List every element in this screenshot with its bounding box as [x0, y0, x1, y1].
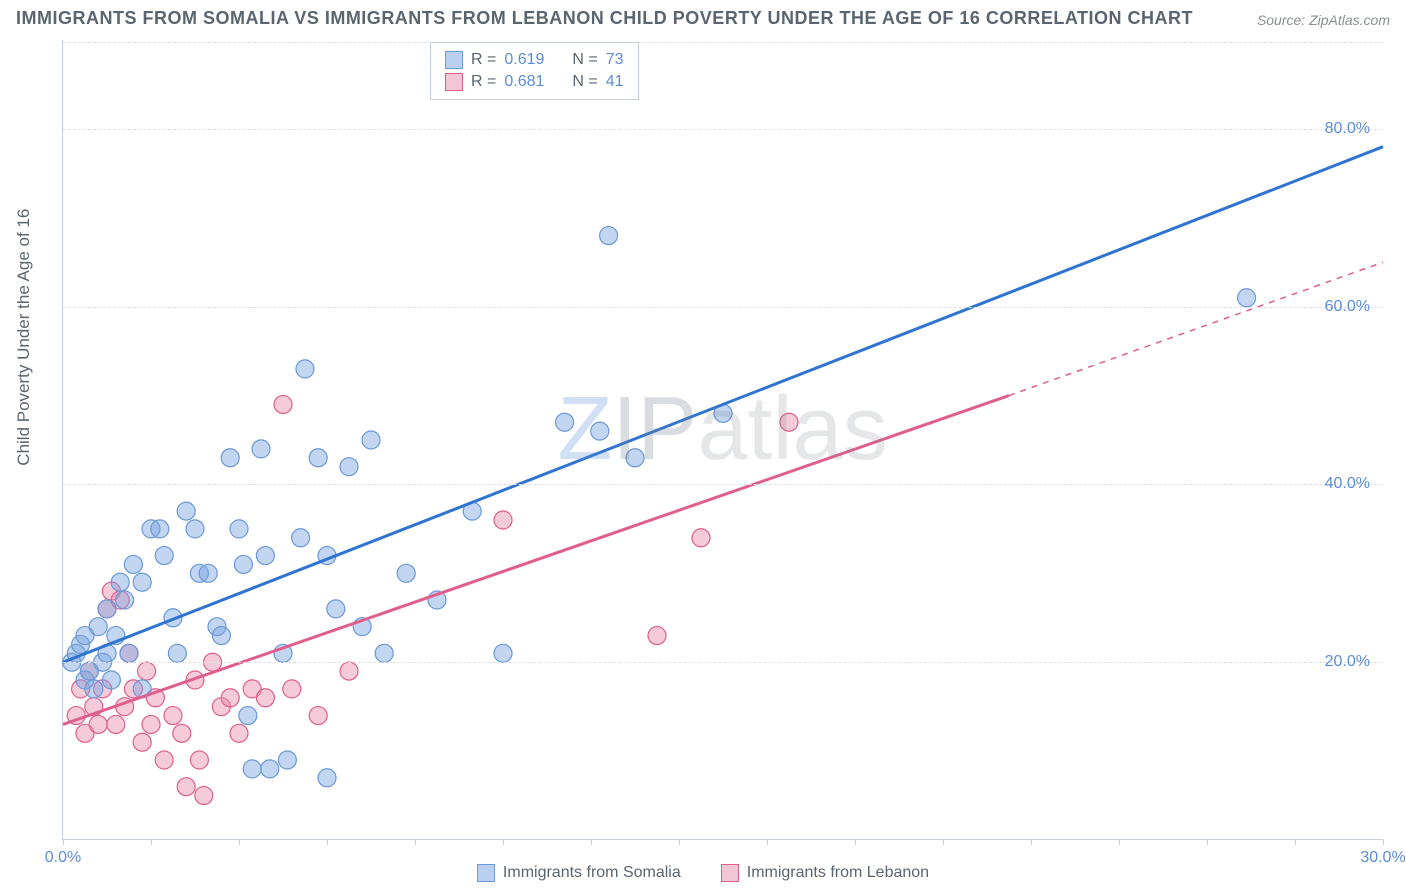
y-tick-label: 20.0%: [1325, 653, 1370, 671]
legend-series: Immigrants from Somalia Immigrants from …: [0, 864, 1406, 882]
correlation-chart: IMMIGRANTS FROM SOMALIA VS IMMIGRANTS FR…: [0, 0, 1406, 892]
y-tick-label: 60.0%: [1325, 298, 1370, 316]
source-attribution: Source: ZipAtlas.com: [1257, 12, 1390, 28]
y-axis-label: Child Poverty Under the Age of 16: [14, 209, 34, 466]
legend-stats-box: R = 0.619 N = 73 R = 0.681 N = 41: [430, 42, 639, 100]
y-tick-label: 80.0%: [1325, 120, 1370, 138]
legend-swatch-pink: [721, 864, 739, 882]
legend-stats-row-lebanon: R = 0.681 N = 41: [445, 71, 624, 93]
legend-swatch-blue: [445, 51, 463, 69]
legend-swatch-blue: [477, 864, 495, 882]
legend-stats-row-somalia: R = 0.619 N = 73: [445, 49, 624, 71]
y-tick-label: 40.0%: [1325, 475, 1370, 493]
legend-item-somalia: Immigrants from Somalia: [477, 864, 681, 882]
plot-svg: [63, 40, 1382, 839]
legend-item-lebanon: Immigrants from Lebanon: [721, 864, 929, 882]
chart-title: IMMIGRANTS FROM SOMALIA VS IMMIGRANTS FR…: [16, 8, 1193, 29]
plot-area: ZIPatlas 20.0%40.0%60.0%80.0%0.0%30.0%: [62, 40, 1382, 840]
legend-swatch-pink: [445, 73, 463, 91]
